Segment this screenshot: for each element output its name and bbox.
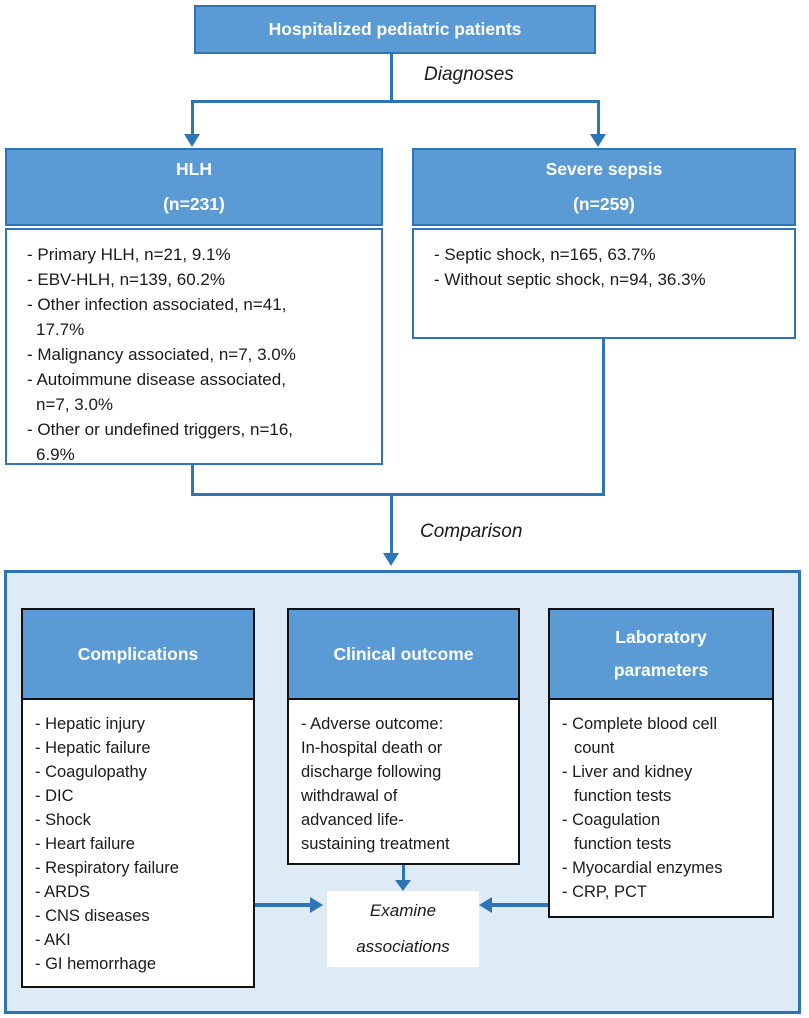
arrowhead-to-panel xyxy=(383,553,399,566)
complications-list: - Hepatic injury - Hepatic failure - Coa… xyxy=(23,700,253,976)
list-item: - Other or undefined triggers, n=16, 6.9… xyxy=(27,420,294,464)
list-item: - Malignancy associated, n=7, 3.0% xyxy=(27,345,296,364)
list-item: - Heart failure xyxy=(35,835,135,853)
list-item: - ARDS xyxy=(35,883,91,901)
box-sepsis-header: Severe sepsis (n=259) xyxy=(412,148,796,226)
list-item: - DIC xyxy=(35,787,74,805)
list-item: - Without septic shock, n=94, 36.3% xyxy=(434,270,706,289)
connector-merge-horizontal xyxy=(191,493,605,496)
connector-laboratory-left xyxy=(492,903,548,907)
hlh-title: HLH (n=231) xyxy=(163,159,225,214)
list-item: - AKI xyxy=(35,931,71,949)
examine-associations-label: Examine associations xyxy=(356,901,450,956)
connector-hlh-down xyxy=(191,465,194,496)
box-examine-associations: Examine associations xyxy=(327,891,479,967)
list-item: - EBV-HLH, n=139, 60.2% xyxy=(27,270,225,289)
connector-top-vertical xyxy=(390,54,393,102)
list-item: - CNS diseases xyxy=(35,907,150,925)
list-item: - Complete blood cell count xyxy=(562,715,717,757)
list-item: - Autoimmune disease associated, n=7, 3.… xyxy=(27,370,286,414)
list-item: - Respiratory failure xyxy=(35,859,179,877)
box-clinical-outcome: Clinical outcome - Adverse outcome: In-h… xyxy=(287,608,520,865)
edge-label-diagnoses: Diagnoses xyxy=(424,64,514,85)
list-item: - Liver and kidney function tests xyxy=(562,763,693,805)
list-item: - Hepatic injury xyxy=(35,715,146,733)
connector-complications-right xyxy=(255,903,311,907)
list-item: - GI hemorrhage xyxy=(35,955,157,973)
clinical-outcome-header: Clinical outcome xyxy=(289,610,518,700)
arrowhead-complications-to-examine xyxy=(310,897,323,913)
laboratory-header: Laboratory parameters xyxy=(550,610,772,700)
arrowhead-to-sepsis xyxy=(590,134,606,147)
box-hlh-header: HLH (n=231) xyxy=(5,148,383,226)
list-item: - Hepatic failure xyxy=(35,739,151,757)
complications-header: Complications xyxy=(23,610,253,700)
connector-split-horizontal xyxy=(191,100,600,103)
box-complications: Complications - Hepatic injury - Hepatic… xyxy=(21,608,255,988)
connector-left-branch xyxy=(191,100,194,135)
arrowhead-laboratory-to-examine xyxy=(479,897,492,913)
arrowhead-outcome-to-examine xyxy=(395,880,411,891)
laboratory-list: - Complete blood cell count - Liver and … xyxy=(550,700,772,904)
list-item: - CRP, PCT xyxy=(562,883,647,901)
connector-right-branch xyxy=(597,100,600,135)
box-laboratory-parameters: Laboratory parameters - Complete blood c… xyxy=(548,608,774,918)
connector-sepsis-down xyxy=(602,339,605,496)
box-hlh-body: - Primary HLH, n=21, 9.1% - EBV-HLH, n=1… xyxy=(5,228,383,465)
connector-outcome-down xyxy=(402,865,405,881)
clinical-outcome-text: - Adverse outcome: In-hospital death or … xyxy=(301,715,450,853)
box-hospitalized-pediatric-patients: Hospitalized pediatric patients xyxy=(194,5,596,54)
arrowhead-to-hlh xyxy=(184,134,200,147)
box-sepsis-body: - Septic shock, n=165, 63.7% - Without s… xyxy=(412,228,796,339)
list-item: - Myocardial enzymes xyxy=(562,859,723,877)
laboratory-title: Laboratory parameters xyxy=(613,627,709,680)
sepsis-list: - Septic shock, n=165, 63.7% - Without s… xyxy=(414,230,794,292)
list-item: - Septic shock, n=165, 63.7% xyxy=(434,245,656,264)
hlh-list: - Primary HLH, n=21, 9.1% - EBV-HLH, n=1… xyxy=(7,230,381,467)
list-item: - Other infection associated, n=41, 17.7… xyxy=(27,295,287,339)
connector-comparison-vertical xyxy=(390,493,393,554)
list-item: - Primary HLH, n=21, 9.1% xyxy=(27,245,231,264)
complications-title: Complications xyxy=(77,643,199,664)
edge-label-comparison: Comparison xyxy=(420,521,523,542)
sepsis-title: Severe sepsis (n=259) xyxy=(545,159,663,214)
clinical-outcome-title: Clinical outcome xyxy=(333,643,474,664)
list-item: - Coagulation function tests xyxy=(562,811,672,853)
list-item: - Shock xyxy=(35,811,91,829)
list-item: - Coagulopathy xyxy=(35,763,147,781)
box-title: Hospitalized pediatric patients xyxy=(268,19,522,39)
